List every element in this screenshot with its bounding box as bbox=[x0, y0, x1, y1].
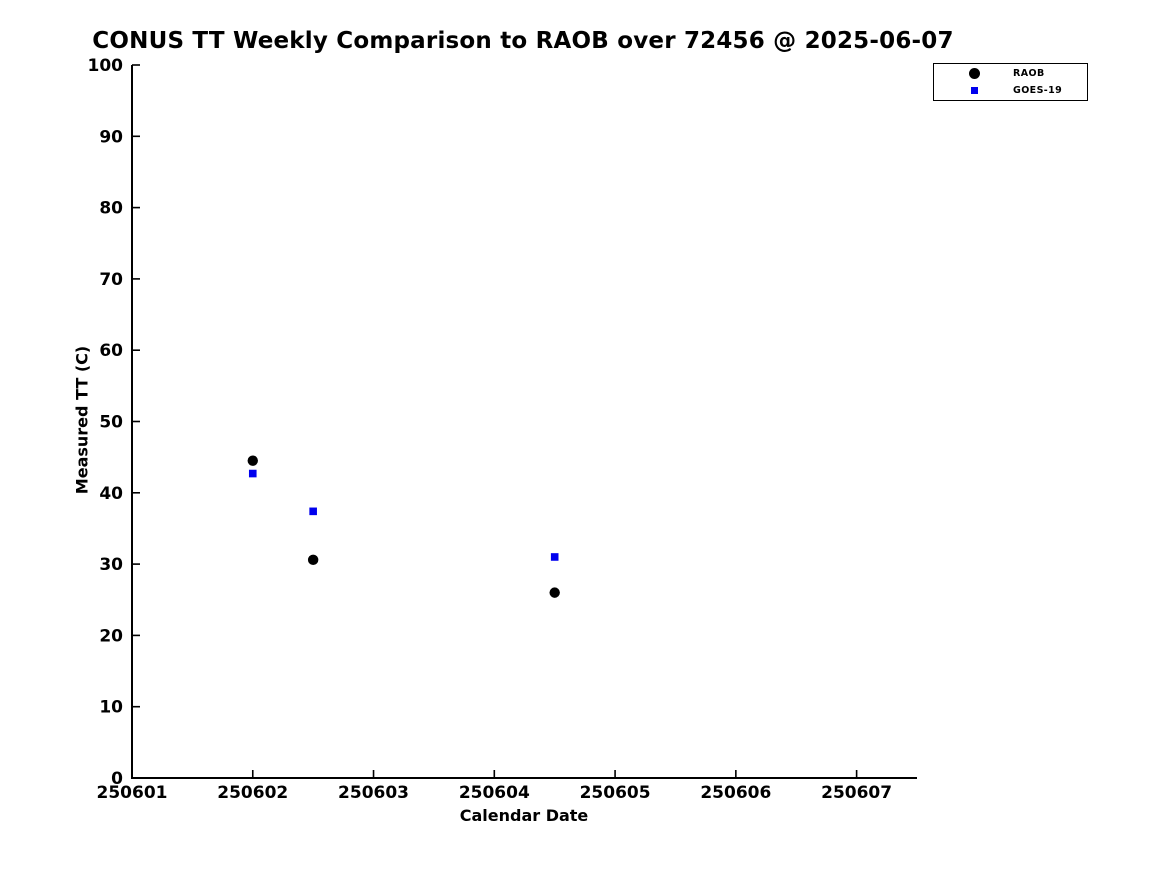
data-point-goes-19 bbox=[550, 553, 559, 561]
y-tick-label: 20 bbox=[99, 626, 123, 646]
data-point-raob bbox=[549, 587, 560, 598]
raob-marker-icon bbox=[968, 68, 980, 79]
x-tick-label: 250602 bbox=[217, 783, 288, 803]
x-tick-label: 250605 bbox=[580, 783, 651, 803]
y-axis-label: Measured TT (C) bbox=[72, 345, 92, 495]
y-tick-label: 100 bbox=[88, 56, 124, 76]
data-point-raob bbox=[247, 455, 258, 466]
x-tick-label: 250604 bbox=[459, 783, 530, 803]
y-tick-label: 0 bbox=[111, 769, 123, 789]
legend-label: GOES-19 bbox=[1013, 85, 1063, 96]
y-tick-label: 60 bbox=[99, 341, 123, 361]
data-point-goes-19 bbox=[248, 469, 257, 478]
chart-title: CONUS TT Weekly Comparison to RAOB over … bbox=[92, 28, 954, 54]
goes-19-marker-icon bbox=[952, 87, 996, 94]
y-tick-label: 80 bbox=[99, 199, 123, 219]
y-tick-label: 90 bbox=[99, 127, 123, 147]
raob-marker-icon bbox=[952, 68, 996, 79]
y-tick-label: 70 bbox=[99, 270, 123, 290]
y-tick-label: 30 bbox=[99, 555, 123, 575]
x-tick-label: 250603 bbox=[338, 783, 409, 803]
y-tick-label: 50 bbox=[99, 413, 123, 433]
legend-item-goes-19: GOES-19 bbox=[934, 84, 1087, 98]
x-tick-label: 250601 bbox=[97, 783, 168, 803]
x-tick-label: 250606 bbox=[700, 783, 771, 803]
y-tick-label: 10 bbox=[99, 698, 123, 718]
data-point-goes-19 bbox=[309, 507, 317, 516]
goes-19-marker-icon bbox=[970, 87, 978, 94]
x-tick-label: 250607 bbox=[821, 783, 892, 803]
data-point-raob bbox=[307, 554, 319, 566]
legend: RAOB GOES-19 bbox=[933, 63, 1088, 101]
y-tick-label: 40 bbox=[99, 484, 123, 504]
legend-label: RAOB bbox=[1013, 68, 1045, 79]
legend-item-raob: RAOB bbox=[934, 67, 1087, 81]
x-axis-label: Calendar Date bbox=[459, 806, 589, 825]
